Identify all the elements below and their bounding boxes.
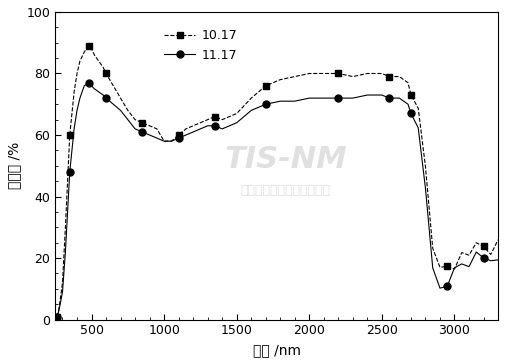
11.17 <box>139 130 145 134</box>
10.17 <box>139 120 145 125</box>
10.17 <box>488 252 494 257</box>
Text: 深圳市青山新材料有限公司: 深圳市青山新材料有限公司 <box>240 184 330 197</box>
10.17 <box>86 44 92 48</box>
11.17 <box>488 258 494 263</box>
10.17 <box>226 114 232 119</box>
11.17 <box>212 124 218 128</box>
11.17 <box>379 93 385 97</box>
11.17 <box>86 80 92 85</box>
11.17 <box>226 124 232 128</box>
10.17 <box>212 114 218 119</box>
X-axis label: 波长 /nm: 波长 /nm <box>252 343 300 357</box>
11.17 <box>125 118 131 122</box>
Line: 10.17: 10.17 <box>53 42 501 320</box>
10.17 <box>495 238 501 242</box>
Y-axis label: 透过率 /%: 透过率 /% <box>7 142 21 189</box>
11.17 <box>54 314 60 319</box>
10.17 <box>125 108 131 112</box>
11.17 <box>495 258 501 262</box>
10.17 <box>54 314 60 319</box>
10.17 <box>379 71 385 76</box>
Line: 11.17: 11.17 <box>53 79 501 320</box>
Text: TIS-NM: TIS-NM <box>224 145 347 174</box>
Legend: 10.17, 11.17: 10.17, 11.17 <box>159 24 242 67</box>
